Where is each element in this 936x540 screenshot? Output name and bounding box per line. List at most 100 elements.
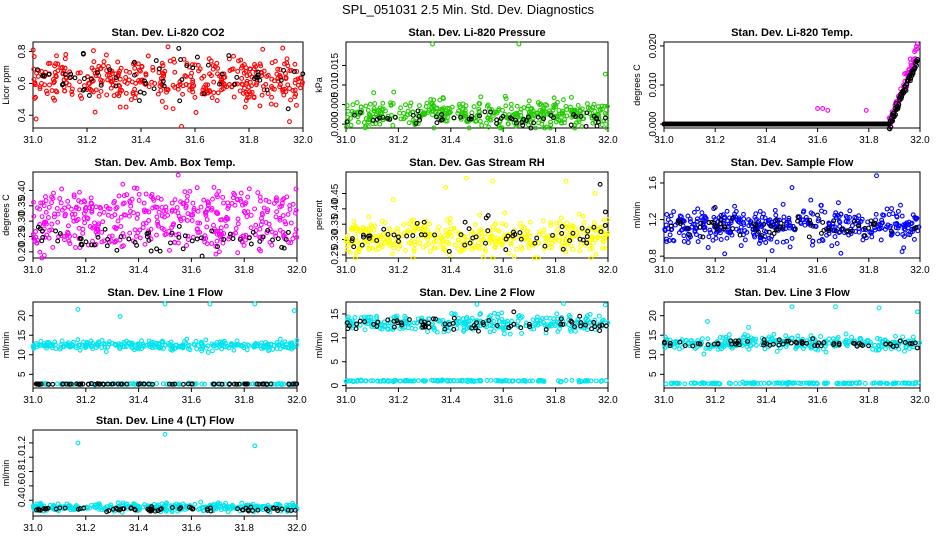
y-tick-label: 10 <box>648 349 659 361</box>
data-point <box>142 241 148 247</box>
data-point <box>118 65 124 71</box>
data-point <box>264 73 270 79</box>
data-point <box>148 248 154 254</box>
data-point <box>733 381 739 386</box>
data-point <box>116 193 122 199</box>
data-point <box>415 236 421 242</box>
y-tick-label: 0.020 <box>648 33 659 58</box>
y-axis-label: ml/min <box>632 332 642 359</box>
data-point <box>781 214 787 220</box>
data-point <box>361 120 367 125</box>
data-point <box>180 91 186 97</box>
data-point <box>211 222 216 228</box>
data-point <box>581 220 587 226</box>
data-point <box>178 57 184 63</box>
x-tick-label: 31.8 <box>859 135 879 146</box>
series-primary <box>661 41 920 130</box>
x-tick-label: 31.6 <box>808 265 828 276</box>
data-point <box>277 84 283 90</box>
data-point <box>479 123 485 128</box>
data-point <box>431 125 437 131</box>
data-point <box>292 87 298 93</box>
data-point <box>214 238 220 244</box>
data-point <box>425 110 431 115</box>
data-point <box>75 337 81 343</box>
data-point <box>161 83 167 89</box>
data-point <box>98 82 104 88</box>
data-point <box>211 90 217 96</box>
series-reference <box>344 108 608 131</box>
data-point <box>849 334 855 340</box>
data-point <box>544 102 550 108</box>
data-point <box>530 317 536 323</box>
data-point <box>577 313 583 319</box>
data-point <box>688 219 693 225</box>
data-point <box>81 76 87 82</box>
data-point <box>113 83 119 89</box>
data-point <box>258 198 263 204</box>
x-tick-label: 32.0 <box>293 135 313 146</box>
data-point <box>49 200 55 206</box>
data-point <box>378 110 384 116</box>
data-point <box>223 223 229 229</box>
data-point <box>508 101 514 107</box>
data-point <box>54 53 59 59</box>
data-point <box>283 89 289 95</box>
data-point <box>383 108 388 114</box>
data-point <box>472 222 478 228</box>
data-point <box>390 123 396 128</box>
data-point <box>434 120 440 126</box>
data-point <box>593 378 599 384</box>
data-point <box>860 237 866 243</box>
data-point <box>485 228 491 234</box>
data-point <box>49 221 55 227</box>
data-point <box>774 348 780 354</box>
data-point <box>155 91 161 97</box>
data-point <box>80 230 86 236</box>
y-tick-label: 1.6 <box>648 176 659 190</box>
data-point <box>80 50 86 56</box>
data-point <box>154 232 159 238</box>
data-point <box>153 58 159 64</box>
data-point <box>390 251 395 257</box>
y-tick-label: 10 <box>330 332 341 344</box>
data-point <box>575 113 581 119</box>
data-point <box>169 200 175 206</box>
data-point <box>209 95 215 101</box>
x-tick-label: 32.0 <box>287 265 307 276</box>
data-point <box>182 73 188 79</box>
data-point <box>554 99 560 105</box>
data-point <box>516 41 522 47</box>
data-point <box>671 209 677 215</box>
data-point <box>54 89 60 95</box>
data-point <box>39 214 45 220</box>
data-point <box>410 112 416 118</box>
data-point <box>264 87 270 93</box>
data-point <box>783 333 789 339</box>
data-point <box>216 249 222 255</box>
data-point <box>99 229 105 235</box>
data-point <box>201 85 207 90</box>
data-point <box>584 110 590 116</box>
data-point <box>843 331 849 337</box>
data-point <box>899 249 905 255</box>
data-point <box>352 112 357 118</box>
data-point <box>170 106 176 112</box>
data-point <box>184 61 190 67</box>
series-primary <box>30 44 305 129</box>
data-point <box>820 219 826 225</box>
data-point <box>577 108 583 114</box>
data-point <box>136 67 142 73</box>
data-point <box>815 212 820 218</box>
data-point <box>136 98 142 104</box>
data-point <box>63 52 69 57</box>
data-point <box>572 125 578 131</box>
y-axis-label: percent <box>314 199 324 230</box>
data-point <box>408 100 414 106</box>
data-point <box>780 201 786 207</box>
data-point <box>248 212 254 218</box>
data-point <box>55 238 61 244</box>
data-point <box>476 106 482 112</box>
y-tick-label: 0.45 <box>330 183 341 203</box>
